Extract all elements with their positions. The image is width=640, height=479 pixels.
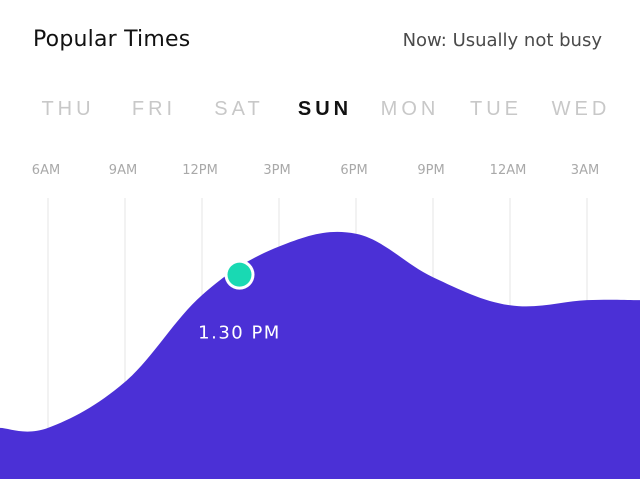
time-tick-label: 9AM <box>109 163 137 178</box>
busyness-area <box>0 231 640 479</box>
tab-tue[interactable]: TUE <box>470 98 522 120</box>
time-tick-label: 6AM <box>32 163 60 178</box>
tab-thu[interactable]: THU <box>41 98 95 120</box>
time-tick-label: 9PM <box>417 163 444 178</box>
day-tabs: THU FRI SAT SUN MON TUE WED <box>0 98 640 128</box>
time-tick-label: 3AM <box>571 163 599 178</box>
tab-mon[interactable]: MON <box>380 98 440 120</box>
tab-wed[interactable]: WED <box>551 98 611 120</box>
busy-status: Now: Usually not busy <box>402 30 602 51</box>
time-tick-label: 3PM <box>263 163 290 178</box>
tab-fri[interactable]: FRI <box>131 98 177 120</box>
time-tick-label: 12PM <box>182 163 218 178</box>
marker-time-label: 1.30 PM <box>198 323 281 344</box>
header: Popular Times Now: Usually not busy <box>0 0 640 80</box>
time-tick-label: 6PM <box>340 163 367 178</box>
tab-sat[interactable]: SAT <box>214 98 264 120</box>
page-title: Popular Times <box>33 27 191 52</box>
current-time-marker[interactable] <box>227 262 252 287</box>
tab-sun[interactable]: SUN <box>297 98 353 120</box>
time-tick-label: 12AM <box>490 163 527 178</box>
